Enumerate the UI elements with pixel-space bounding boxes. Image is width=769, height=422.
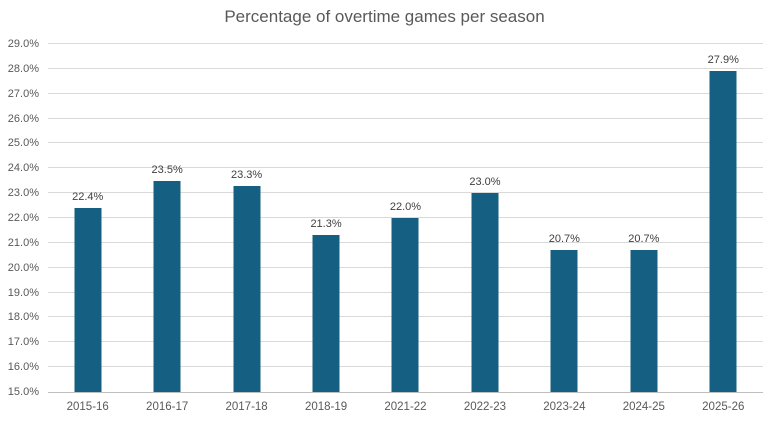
- y-axis-tick-label: 19.0%: [7, 286, 39, 299]
- x-axis-tick-label: 2022-23: [463, 401, 507, 413]
- y-axis-tick-label: 28.0%: [7, 62, 39, 75]
- bar-2017-18: [233, 185, 261, 392]
- bar-2018-19: [312, 235, 340, 392]
- data-label: 20.7%: [548, 233, 580, 246]
- x-axis-tick-label: 2015-16: [66, 401, 109, 413]
- bar-slot: 23.0% 2022-23: [445, 44, 524, 413]
- bar-slot: 27.9% 2025-26: [684, 44, 763, 413]
- y-axis-tick-label: 17.0%: [7, 336, 39, 349]
- data-label: 21.3%: [310, 218, 342, 231]
- data-label: 22.0%: [389, 201, 422, 213]
- gridline: [48, 142, 763, 144]
- gridline: [48, 217, 763, 218]
- bar-slot: 22.4% 2015-16: [48, 44, 127, 413]
- y-axis-tick-label: 24.0%: [7, 162, 39, 175]
- plot-area: 15.0% 16.0% 17.0% 18.0% 19.0% 20.0% 21.0% 22.0%…: [8, 38, 763, 413]
- data-label: 23.5%: [151, 163, 183, 176]
- y-axis-tick-label: 18.0%: [7, 311, 39, 324]
- data-label: 27.9%: [707, 54, 739, 67]
- y-axis-tick-label: 15.0%: [7, 386, 39, 398]
- y-axis-tick-label: 20.0%: [7, 261, 39, 274]
- bar-2024-25: [630, 250, 658, 392]
- bar-2021-22: [391, 218, 419, 392]
- data-label: 22.4%: [72, 191, 104, 204]
- y-axis-tick-label: 27.0%: [7, 87, 39, 100]
- y-axis-tick-label: 23.0%: [7, 187, 39, 200]
- x-axis-tick-label: 2021-22: [384, 401, 427, 413]
- y-axis-tick-label: 26.0%: [7, 112, 39, 125]
- bar-2015-16: [74, 208, 102, 392]
- data-label: 23.3%: [230, 168, 263, 181]
- bar-2023-24: [550, 250, 578, 392]
- gridline: [48, 117, 763, 119]
- bar-slot: 20.7% 2023-24: [525, 44, 604, 413]
- data-label: 23.0%: [469, 176, 501, 189]
- y-axis-tick-label: 16.0%: [7, 361, 39, 374]
- gridline: [48, 92, 763, 94]
- gridline: [48, 43, 763, 44]
- y-axis-tick-label: 29.0%: [7, 38, 39, 50]
- data-label: 20.7%: [628, 233, 660, 246]
- bar-2022-23: [471, 193, 499, 392]
- gridline: [48, 167, 763, 169]
- y-axis-tick-label: 25.0%: [7, 137, 39, 150]
- x-axis-tick-label: 2018-19: [304, 401, 348, 413]
- x-axis-tick-label: 2016-17: [146, 401, 189, 413]
- bar-slot: 23.3% 2017-18: [207, 44, 286, 413]
- x-axis-tick-label: 2023-24: [543, 401, 586, 413]
- bar-2016-17: [153, 180, 181, 392]
- gridline: [48, 67, 763, 69]
- y-axis-tick-label: 22.0%: [7, 212, 39, 224]
- gridline: [48, 192, 763, 194]
- y-axis-tick-label: 21.0%: [7, 236, 39, 249]
- bar-slot: 20.7% 2024-25: [604, 44, 683, 413]
- bar-2025-26: [709, 71, 737, 392]
- x-axis-tick-label: 2024-25: [622, 401, 665, 413]
- chart-title: Percentage of overtime games per season: [224, 7, 545, 26]
- bar-slot: 23.5% 2016-17: [127, 44, 206, 413]
- bar-slot: 22.0% 2021-22: [366, 44, 445, 413]
- bar-slot: 21.3% 2018-19: [286, 44, 365, 413]
- x-axis-tick-label: 2017-18: [225, 401, 268, 413]
- x-axis-tick-label: 2025-26: [702, 401, 745, 413]
